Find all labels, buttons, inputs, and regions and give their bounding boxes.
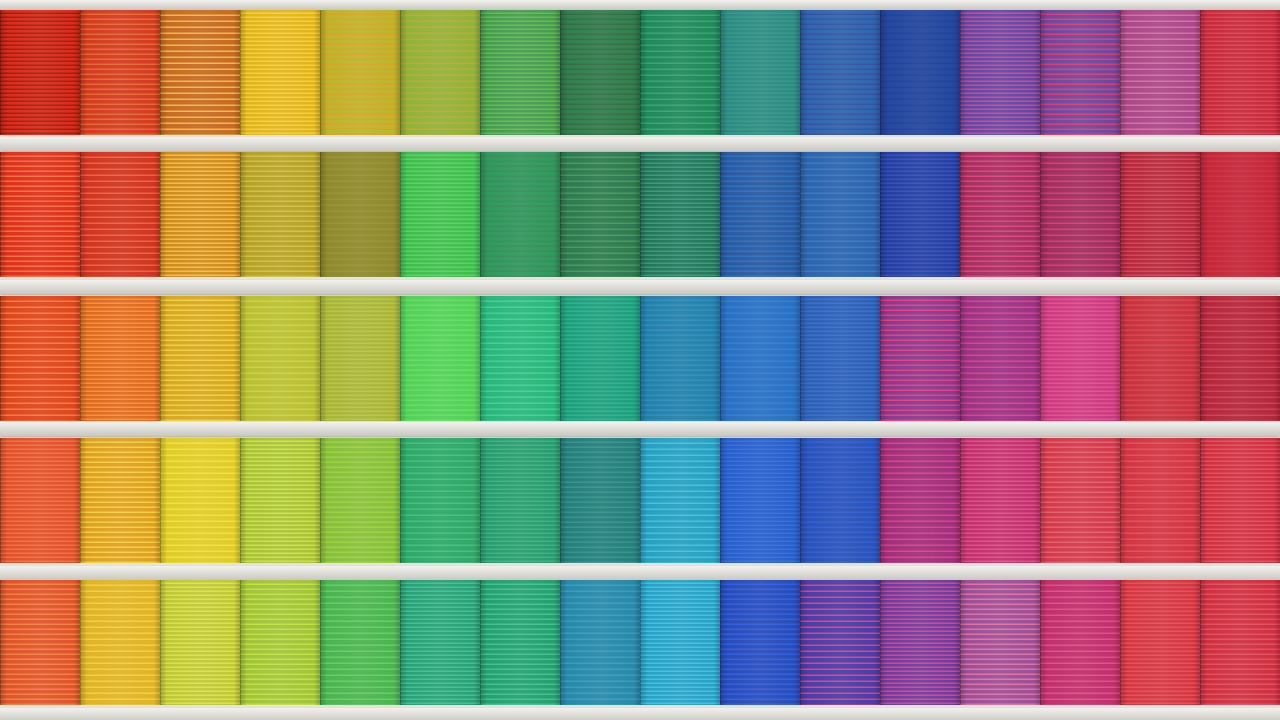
louvered-blind-panel: [480, 10, 561, 135]
louvered-blind-panel: [320, 296, 401, 421]
louvered-blind-panel: [1120, 296, 1201, 421]
louvered-blind-panel: [320, 438, 401, 563]
louvered-blind-panel: [400, 152, 481, 277]
louvered-blind-panel: [640, 580, 721, 705]
louvered-blind-panel: [800, 296, 881, 421]
louvered-blind-panel: [960, 296, 1041, 421]
louvered-blind-panel: [80, 10, 161, 135]
concrete-floor-slab: [0, 280, 1280, 294]
louvered-blind-panel: [320, 152, 401, 277]
louvered-blind-panel: [560, 152, 641, 277]
louvered-blind-panel: [160, 296, 241, 421]
facade-row: [0, 296, 1280, 421]
louvered-blind-panel: [1040, 152, 1121, 277]
louvered-blind-panel: [160, 152, 241, 277]
concrete-floor-slab: [0, 566, 1280, 580]
louvered-blind-panel: [800, 580, 881, 705]
louvered-blind-panel: [240, 438, 321, 563]
facade-row: [0, 10, 1280, 135]
louvered-blind-panel: [80, 296, 161, 421]
concrete-floor-slab: [0, 708, 1280, 720]
louvered-blind-panel: [720, 580, 801, 705]
louvered-blind-panel: [640, 152, 721, 277]
louvered-blind-panel: [720, 438, 801, 563]
louvered-blind-panel: [720, 296, 801, 421]
concrete-floor-slab: [0, 422, 1280, 436]
louvered-blind-panel: [240, 10, 321, 135]
facade-row: [0, 438, 1280, 563]
louvered-blind-panel: [1040, 580, 1121, 705]
louvered-blind-panel: [160, 580, 241, 705]
louvered-blind-panel: [1200, 152, 1280, 277]
louvered-blind-panel: [1200, 296, 1280, 421]
louvered-blind-panel: [560, 296, 641, 421]
louvered-blind-panel: [1200, 10, 1280, 135]
louvered-blind-panel: [1120, 10, 1201, 135]
facade-row: [0, 152, 1280, 277]
louvered-blind-panel: [640, 296, 721, 421]
louvered-blind-panel: [1040, 438, 1121, 563]
louvered-blind-panel: [1040, 296, 1121, 421]
louvered-blind-panel: [960, 438, 1041, 563]
louvered-blind-panel: [880, 580, 961, 705]
louvered-blind-panel: [800, 438, 881, 563]
louvered-blind-panel: [320, 580, 401, 705]
louvered-blind-panel: [960, 10, 1041, 135]
louvered-blind-panel: [0, 580, 81, 705]
louvered-blind-panel: [0, 438, 81, 563]
louvered-blind-panel: [160, 438, 241, 563]
louvered-blind-panel: [320, 10, 401, 135]
louvered-blind-panel: [1200, 580, 1280, 705]
louvered-blind-panel: [400, 10, 481, 135]
louvered-blind-panel: [400, 438, 481, 563]
louvered-blind-panel: [1200, 438, 1280, 563]
louvered-blind-panel: [800, 10, 881, 135]
louvered-blind-panel: [720, 152, 801, 277]
louvered-blind-panel: [720, 10, 801, 135]
louvered-blind-panel: [400, 296, 481, 421]
louvered-blind-panel: [1120, 580, 1201, 705]
louvered-blind-panel: [400, 580, 481, 705]
louvered-blind-panel: [960, 580, 1041, 705]
louvered-blind-panel: [0, 296, 81, 421]
louvered-blind-panel: [0, 10, 81, 135]
concrete-floor-slab: [0, 137, 1280, 151]
louvered-blind-panel: [80, 152, 161, 277]
louvered-blind-panel: [240, 580, 321, 705]
louvered-blind-panel: [960, 152, 1041, 277]
louvered-blind-panel: [560, 438, 641, 563]
louvered-blind-panel: [880, 10, 961, 135]
louvered-blind-panel: [480, 152, 561, 277]
concrete-floor-slab: [0, 0, 1280, 10]
louvered-blind-panel: [1120, 152, 1201, 277]
louvered-blind-panel: [480, 580, 561, 705]
louvered-blind-panel: [880, 296, 961, 421]
facade-row: [0, 580, 1280, 705]
louvered-blind-panel: [880, 438, 961, 563]
louvered-blind-panel: [640, 10, 721, 135]
louvered-blind-panel: [240, 152, 321, 277]
louvered-blind-panel: [240, 296, 321, 421]
louvered-blind-panel: [480, 438, 561, 563]
louvered-blind-panel: [560, 10, 641, 135]
louvered-blind-panel: [800, 152, 881, 277]
louvered-blind-panel: [560, 580, 641, 705]
louvered-blind-panel: [80, 438, 161, 563]
louvered-blind-panel: [880, 152, 961, 277]
louvered-blind-panel: [0, 152, 81, 277]
louvered-blind-panel: [80, 580, 161, 705]
louvered-blind-panel: [640, 438, 721, 563]
louvered-blind-panel: [480, 296, 561, 421]
louvered-blind-panel: [1040, 10, 1121, 135]
louvered-blind-panel: [1120, 438, 1201, 563]
louvered-blind-panel: [160, 10, 241, 135]
